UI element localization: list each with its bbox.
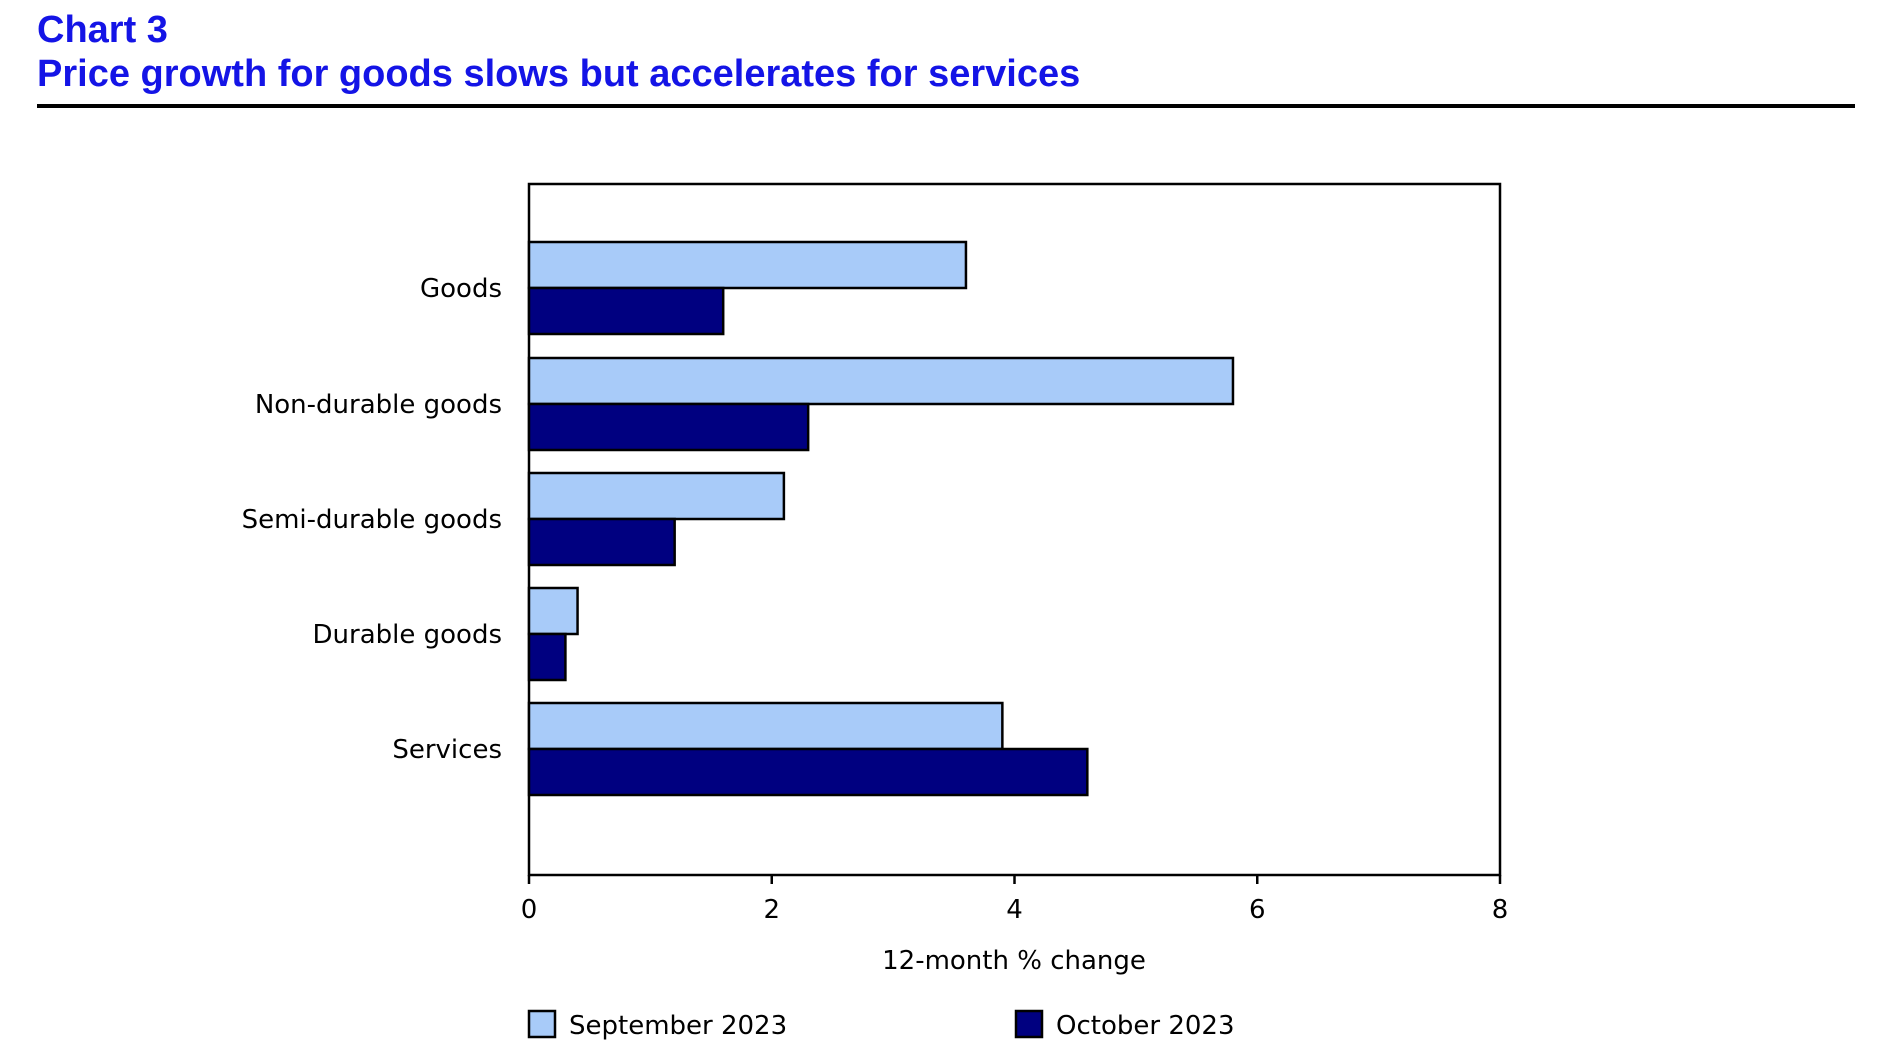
legend-swatch-september — [527, 1009, 557, 1039]
bar-september-semi-durable-goods — [527, 471, 786, 521]
category-label: Non-durable goods — [255, 390, 502, 420]
category-labels: Goods Non-durable goods Semi-durable goods… — [242, 274, 502, 765]
category-label: Goods — [420, 274, 502, 304]
x-axis-title: 12-month % change — [882, 946, 1146, 976]
legend-label-september: September 2023 — [569, 1011, 787, 1041]
category-label: Durable goods — [313, 620, 502, 650]
x-tick-label: 4 — [1006, 895, 1023, 925]
category-label: Services — [392, 735, 502, 765]
legend-swatch-october — [1014, 1009, 1044, 1039]
x-axis-ticks: 0 2 4 6 8 — [521, 875, 1509, 925]
chart-title: Price growth for goods slows but acceler… — [37, 53, 1081, 95]
x-tick-label: 6 — [1249, 895, 1266, 925]
bar-september-non-durable-goods — [527, 356, 1235, 406]
bar-september-services — [527, 701, 1004, 751]
legend: September 2023 October 2023 — [527, 1009, 1234, 1041]
bar-october-non-durable-goods — [527, 402, 810, 452]
bar-september-durable-goods — [527, 586, 579, 636]
x-tick-label: 8 — [1492, 895, 1509, 925]
bars-group — [527, 240, 1235, 797]
category-label: Semi-durable goods — [242, 505, 502, 535]
bar-october-goods — [527, 286, 725, 336]
bar-october-durable-goods — [527, 632, 567, 682]
bar-october-semi-durable-goods — [527, 517, 676, 567]
legend-label-october: October 2023 — [1056, 1011, 1234, 1041]
chart-header: Chart 3 Price growth for goods slows but… — [37, 8, 1855, 108]
bar-september-goods — [527, 240, 968, 290]
bar-october-services — [527, 747, 1089, 797]
x-tick-label: 2 — [763, 895, 780, 925]
chart-number: Chart 3 — [37, 9, 168, 51]
x-tick-label: 0 — [521, 895, 538, 925]
